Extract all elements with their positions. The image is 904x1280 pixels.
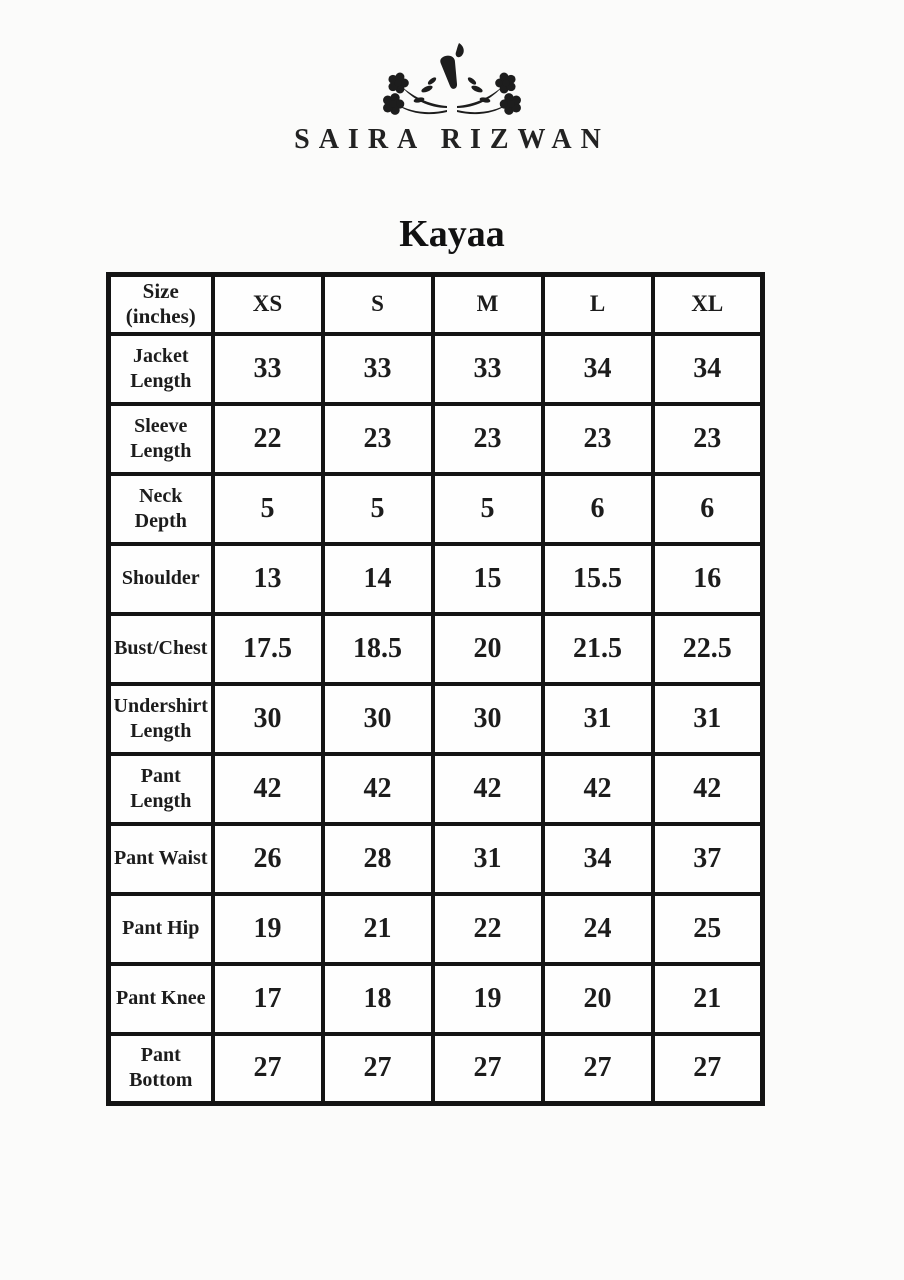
measurement-value: 42 bbox=[430, 751, 545, 826]
measurement-value: 5 bbox=[210, 471, 325, 546]
brand-logo-emblem-icon bbox=[377, 43, 527, 122]
measurement-value: 22 bbox=[430, 891, 545, 966]
measurement-value: 21 bbox=[320, 891, 435, 966]
product-title: Kayaa bbox=[399, 213, 505, 255]
measurement-value: 31 bbox=[650, 681, 765, 756]
size-chart-table: Size (inches) XS S M L XL Jacket Length 33 33 33 3… bbox=[106, 272, 765, 1106]
measurement-value: 18 bbox=[320, 961, 435, 1036]
measurement-value: 24 bbox=[540, 891, 655, 966]
measurement-value: 20 bbox=[430, 611, 545, 686]
measurement-value: 22.5 bbox=[650, 611, 765, 686]
measurement-row: Bust/Chest 17.5 18.5 20 21.5 22.5 bbox=[106, 611, 765, 686]
measurement-value: 37 bbox=[650, 821, 765, 896]
measurement-value: 42 bbox=[320, 751, 435, 826]
measurement-label: Pant Waist bbox=[106, 821, 215, 896]
measurement-value: 23 bbox=[540, 401, 655, 476]
measurement-value: 21.5 bbox=[540, 611, 655, 686]
measurement-value: 26 bbox=[210, 821, 325, 896]
measurement-value: 19 bbox=[210, 891, 325, 966]
measurement-value: 30 bbox=[430, 681, 545, 756]
measurement-label: Pant Hip bbox=[106, 891, 215, 966]
measurement-label: Undershirt Length bbox=[106, 681, 215, 756]
measurement-value: 31 bbox=[430, 821, 545, 896]
measurement-label: Bust/Chest bbox=[106, 611, 215, 686]
measurement-value: 22 bbox=[210, 401, 325, 476]
measurement-value: 30 bbox=[320, 681, 435, 756]
measurement-value: 23 bbox=[650, 401, 765, 476]
measurement-value: 20 bbox=[540, 961, 655, 1036]
measurement-row: Pant Hip 19 21 22 24 25 bbox=[106, 891, 765, 966]
brand-name: SAIRA RIZWAN bbox=[294, 124, 610, 155]
measurement-value: 25 bbox=[650, 891, 765, 966]
measurement-value: 17.5 bbox=[210, 611, 325, 686]
measurement-value: 15 bbox=[430, 541, 545, 616]
measurement-value: 23 bbox=[430, 401, 545, 476]
measurement-value: 33 bbox=[320, 331, 435, 406]
measurement-label: Pant Knee bbox=[106, 961, 215, 1036]
measurement-row: Pant Length 42 42 42 42 42 bbox=[106, 751, 765, 826]
measurement-value: 15.5 bbox=[540, 541, 655, 616]
measurement-value: 27 bbox=[210, 1031, 325, 1106]
brand-logo bbox=[0, 42, 904, 127]
measurement-value: 5 bbox=[320, 471, 435, 546]
size-column-header-m: M bbox=[430, 272, 545, 336]
measurement-value: 18.5 bbox=[320, 611, 435, 686]
measurement-value: 13 bbox=[210, 541, 325, 616]
measurement-value: 31 bbox=[540, 681, 655, 756]
measurement-row: Sleeve Length 22 23 23 23 23 bbox=[106, 401, 765, 476]
measurement-value: 6 bbox=[540, 471, 655, 546]
measurement-row: Pant Knee 17 18 19 20 21 bbox=[106, 961, 765, 1036]
floral-spray-right bbox=[457, 73, 521, 115]
measurement-value: 42 bbox=[210, 751, 325, 826]
measurement-value: 30 bbox=[210, 681, 325, 756]
measurement-row: Neck Depth 5 5 5 6 6 bbox=[106, 471, 765, 546]
measurement-value: 17 bbox=[210, 961, 325, 1036]
measurement-label: Pant Bottom bbox=[106, 1031, 215, 1106]
measurement-value: 27 bbox=[430, 1031, 545, 1106]
measurement-value: 16 bbox=[650, 541, 765, 616]
measurement-row: Pant Waist 26 28 31 34 37 bbox=[106, 821, 765, 896]
measurement-row: Jacket Length 33 33 33 34 34 bbox=[106, 331, 765, 406]
size-column-header-xl: XL bbox=[650, 272, 765, 336]
measurement-label: Pant Length bbox=[106, 751, 215, 826]
measurement-value: 34 bbox=[540, 331, 655, 406]
measurement-row: Shoulder 13 14 15 15.5 16 bbox=[106, 541, 765, 616]
measurement-label: Jacket Length bbox=[106, 331, 215, 406]
size-column-header-l: L bbox=[540, 272, 655, 336]
measurement-row: Undershirt Length 30 30 30 31 31 bbox=[106, 681, 765, 756]
measurement-value: 28 bbox=[320, 821, 435, 896]
size-unit-header: Size (inches) bbox=[106, 272, 215, 336]
measurement-value: 42 bbox=[650, 751, 765, 826]
measurement-value: 19 bbox=[430, 961, 545, 1036]
measurement-value: 33 bbox=[430, 331, 545, 406]
measurement-value: 23 bbox=[320, 401, 435, 476]
measurement-value: 33 bbox=[210, 331, 325, 406]
measurement-value: 42 bbox=[540, 751, 655, 826]
size-column-header-s: S bbox=[320, 272, 435, 336]
measurement-value: 21 bbox=[650, 961, 765, 1036]
size-column-header-xs: XS bbox=[210, 272, 325, 336]
measurement-label: Neck Depth bbox=[106, 471, 215, 546]
measurement-label: Sleeve Length bbox=[106, 401, 215, 476]
measurement-value: 34 bbox=[540, 821, 655, 896]
floral-spray-left bbox=[383, 73, 447, 115]
measurement-row: Pant Bottom 27 27 27 27 27 bbox=[106, 1031, 765, 1106]
measurement-value: 27 bbox=[540, 1031, 655, 1106]
measurement-value: 14 bbox=[320, 541, 435, 616]
measurement-value: 27 bbox=[650, 1031, 765, 1106]
measurement-value: 27 bbox=[320, 1031, 435, 1106]
size-chart-header-row: Size (inches) XS S M L XL bbox=[106, 272, 765, 336]
measurement-value: 5 bbox=[430, 471, 545, 546]
size-chart-table-wrap: Size (inches) XS S M L XL Jacket Length 33 33 33 3… bbox=[106, 272, 765, 1106]
measurement-value: 6 bbox=[650, 471, 765, 546]
measurement-label: Shoulder bbox=[106, 541, 215, 616]
measurement-value: 34 bbox=[650, 331, 765, 406]
